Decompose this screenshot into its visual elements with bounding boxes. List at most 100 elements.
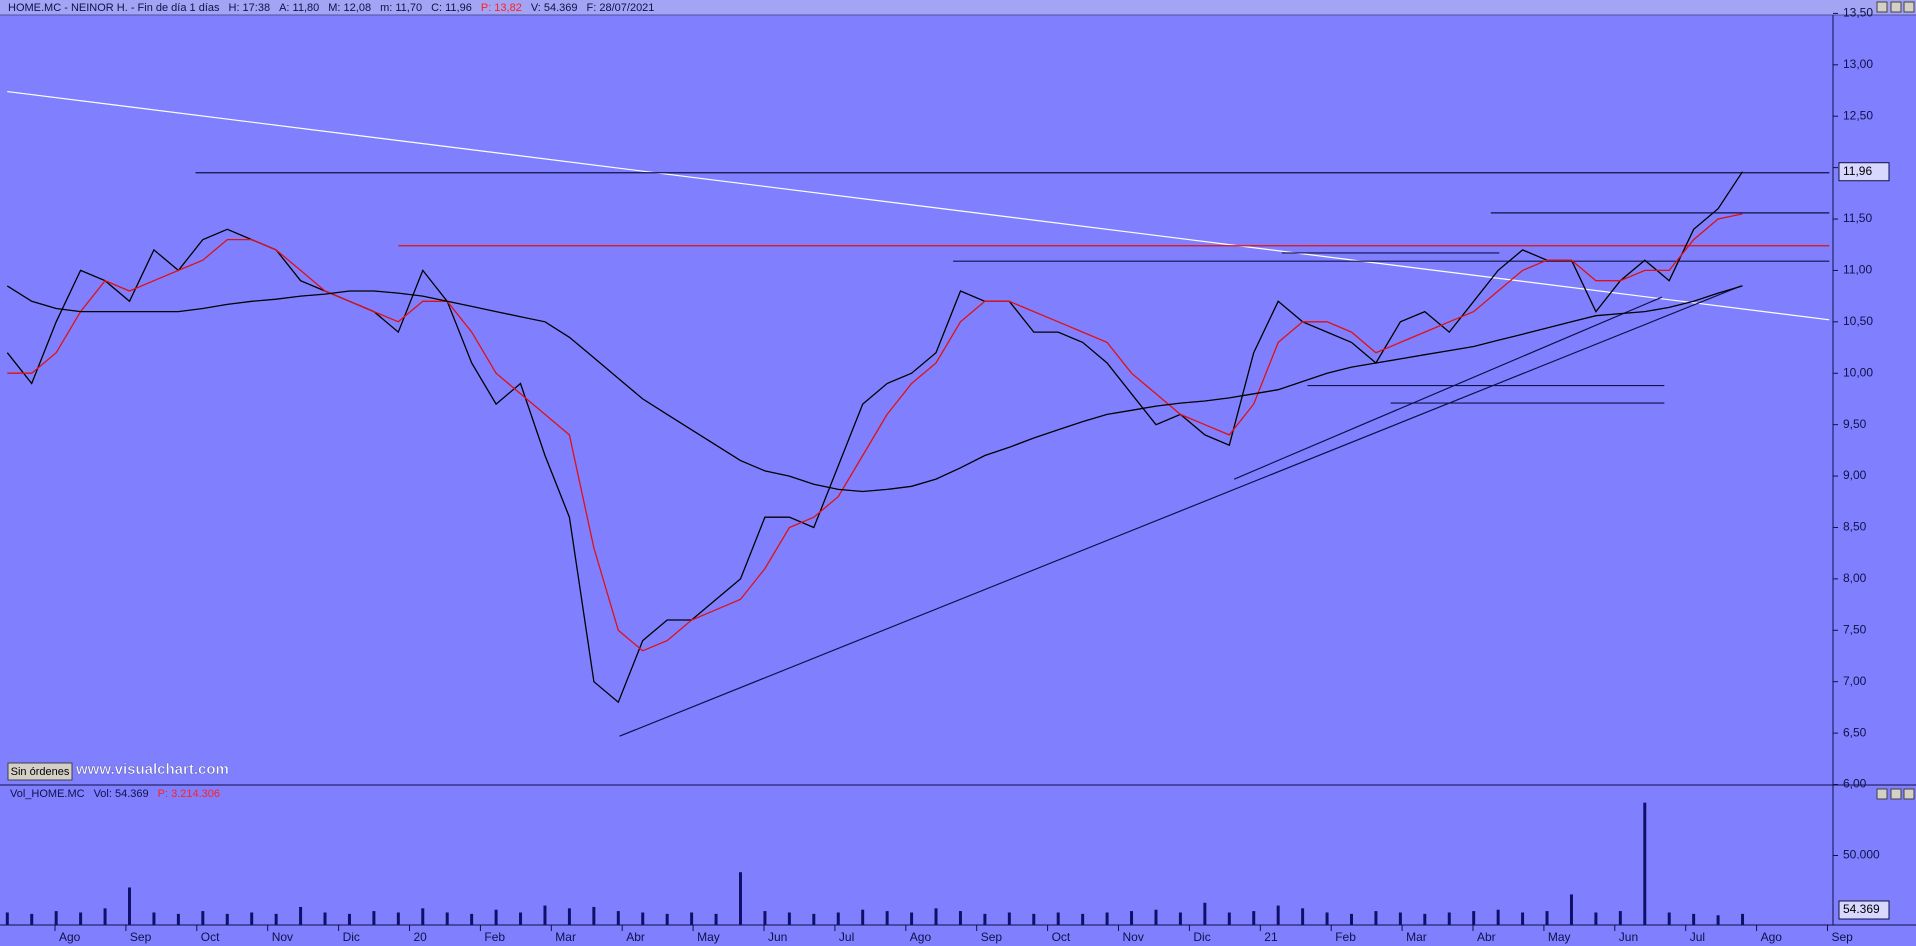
header-item: M: 12,08: [328, 2, 371, 14]
volume-bar: [176, 913, 180, 925]
volume-bar: [836, 912, 840, 925]
volume-bar: [1398, 912, 1402, 925]
volume-bar: [543, 905, 547, 925]
x-tick-label: Sep: [130, 930, 152, 944]
volume-bar: [1545, 911, 1549, 925]
orders-button-label[interactable]: Sin órdenes: [11, 766, 70, 778]
volume-bar: [152, 912, 156, 925]
orders-button[interactable]: [7, 762, 73, 781]
last-volume-label: 54.369: [1843, 902, 1880, 916]
y-tick-label: 9,00: [1843, 468, 1867, 482]
header-item: HOME.MC - NEINOR H. - Fin de día 1 días: [8, 2, 220, 14]
volume-bar: [1056, 912, 1060, 925]
x-tick-label: Sep: [981, 930, 1003, 944]
volume-bar: [396, 912, 400, 925]
volume-bar: [665, 913, 669, 925]
volume-bar: [641, 912, 645, 925]
volume-bar: [1203, 902, 1207, 925]
volume-bar: [347, 913, 351, 925]
minimize-button[interactable]: [1876, 1, 1888, 13]
volume-bar: [1594, 912, 1598, 925]
x-tick-label: Sep: [1832, 930, 1854, 944]
volume-bar: [79, 912, 83, 925]
close-button[interactable]: [1903, 788, 1915, 800]
volume-bar: [201, 911, 205, 925]
volume-bar: [5, 912, 9, 925]
x-tick-label: Dic: [343, 930, 360, 944]
price-line: [6, 171, 1744, 704]
volume-bar: [910, 912, 914, 925]
volume-bar: [1252, 911, 1256, 925]
volume-bar: [812, 913, 816, 925]
volume-bar: [1130, 911, 1134, 925]
volume-bar: [1667, 912, 1671, 925]
x-tick-label: Jun: [768, 930, 787, 944]
maximize-button[interactable]: [1890, 788, 1902, 800]
x-tick-label: Nov: [272, 930, 293, 944]
volume-bar: [1325, 912, 1329, 925]
volume-bar: [1105, 912, 1109, 925]
header-item: Vol: 54.369: [94, 788, 149, 800]
header-item: P: 13,82: [481, 2, 522, 14]
trend-line: [619, 285, 1742, 737]
volume-bar: [445, 912, 449, 925]
volume-bar: [1276, 905, 1280, 925]
volume-bar: [567, 908, 571, 925]
x-tick-label: Mar: [1406, 930, 1427, 944]
volume-bar: [54, 911, 58, 925]
volume-header-text: Vol_HOME.MC Vol: 54.369 P: 3.214.306: [10, 788, 220, 800]
close-button[interactable]: [1903, 1, 1915, 13]
volume-bar: [983, 913, 987, 925]
volume-bar: [885, 911, 889, 925]
volume-bar: [519, 912, 523, 925]
volume-bar: [1618, 911, 1622, 925]
volume-bar: [1692, 913, 1696, 925]
volume-bar: [1032, 913, 1036, 925]
maximize-button[interactable]: [1890, 1, 1902, 13]
x-tick-label: Nov: [1123, 930, 1144, 944]
x-tick-label: Ago: [910, 930, 932, 944]
last-volume-box: [1838, 900, 1890, 920]
x-tick-label: 21: [1264, 930, 1278, 944]
volume-bar: [1423, 913, 1427, 925]
y-tick-label: 50.000: [1843, 848, 1880, 862]
x-tick-label: Dic: [1193, 930, 1210, 944]
header-item: F: 28/07/2021: [587, 2, 655, 14]
volume-bar: [470, 913, 474, 925]
x-tick-label: Jul: [1690, 930, 1705, 944]
x-tick-label: Ago: [59, 930, 81, 944]
volume-bar: [958, 911, 962, 925]
volume-bar: [592, 906, 596, 925]
x-tick-label: Feb: [484, 930, 505, 944]
y-tick-label: 7,00: [1843, 674, 1867, 688]
header-item: A: 11,80: [279, 2, 319, 14]
minimize-button[interactable]: [1876, 788, 1888, 800]
header-item: H: 17:38: [229, 2, 271, 14]
volume-bar: [1227, 912, 1231, 925]
volume-bar: [494, 909, 498, 925]
volume-bar: [299, 906, 303, 925]
volume-bar: [1643, 802, 1647, 925]
header-strip: [0, 0, 1916, 15]
x-tick-label: Mar: [555, 930, 576, 944]
volume-bar: [250, 912, 254, 925]
x-tick-label: Abr: [1477, 930, 1496, 944]
y-tick-label: 11,00: [1843, 263, 1872, 277]
x-tick-label: Oct: [1052, 930, 1071, 944]
volume-bar: [1716, 915, 1720, 925]
volume-bar: [1521, 912, 1525, 925]
x-tick-label: May: [1548, 930, 1571, 944]
volume-bar: [1081, 913, 1085, 925]
y-tick-label: 6,00: [1843, 777, 1867, 791]
volume-bar: [739, 872, 742, 925]
header-item: P: 3.214.306: [158, 788, 220, 800]
volume-bar: [690, 912, 694, 925]
y-tick-label: 8,50: [1843, 520, 1867, 534]
volume-bar: [128, 887, 131, 925]
volume-bar: [421, 908, 425, 925]
volume-bar: [787, 912, 791, 925]
volume-bar: [1447, 912, 1451, 925]
y-tick-label: 6,50: [1843, 725, 1867, 739]
volume-bar: [30, 913, 34, 925]
